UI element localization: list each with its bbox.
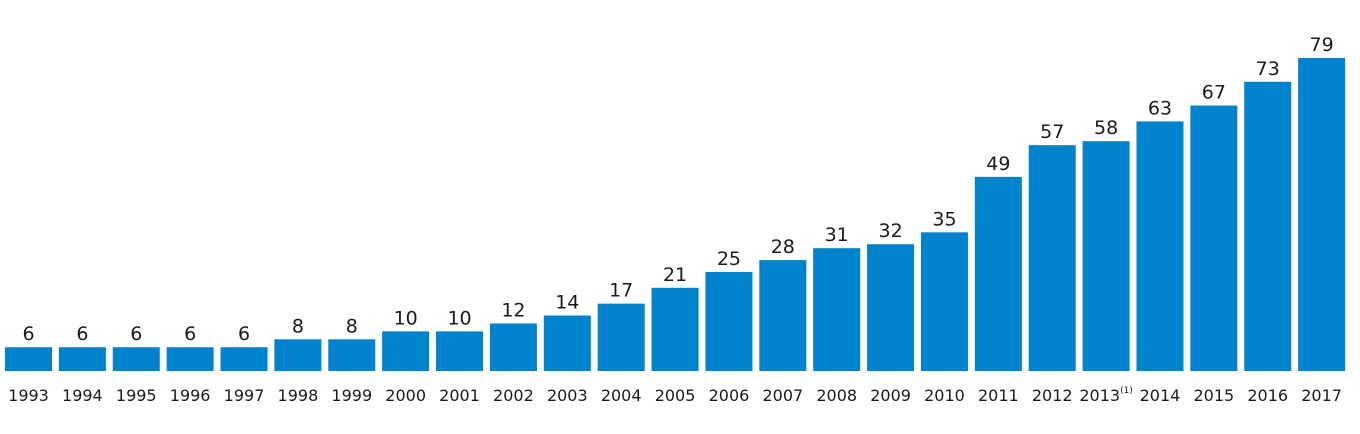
x-tick-label-2006: 2006 (709, 386, 750, 405)
value-label-2007: 28 (771, 236, 795, 258)
bar-1997 (220, 347, 268, 371)
bar-2016 (1244, 81, 1292, 372)
x-tick-label-1994: 1994 (62, 386, 103, 405)
bar-1993 (5, 347, 52, 371)
x-tick-label-2015: 2015 (1194, 386, 1235, 405)
x-tick-label-2010: 2010 (924, 386, 965, 405)
value-labels-group: 6 6 6 6 6 8 8 10 10 12 14 17 21 25 28 31 32 35 49 57 58 63 67 7… (22, 34, 1333, 345)
value-label-2015: 67 (1202, 82, 1226, 104)
x-tick-label-1999: 1999 (331, 386, 372, 405)
x-tick-label-1993: 1993 (8, 386, 49, 405)
x-tick-label-2003: 2003 (547, 386, 588, 405)
x-tick-label-2016: 2016 (1247, 386, 1288, 405)
x-tick-label-2014: 2014 (1140, 386, 1181, 405)
bar-2013 (1082, 141, 1130, 371)
x-tick-label-2007: 2007 (762, 386, 803, 405)
value-label-2000: 10 (394, 307, 418, 329)
value-label-2011: 49 (986, 153, 1010, 175)
x-tick-label-2012: 2012 (1032, 386, 1073, 405)
x-tick-label-1998: 1998 (278, 386, 319, 405)
bar-2015 (1190, 105, 1238, 371)
bar-2011 (974, 176, 1022, 371)
value-label-2012: 57 (1040, 121, 1064, 143)
bar-2017 (1298, 58, 1346, 371)
x-tick-label-2000: 2000 (385, 386, 426, 405)
value-label-2013: 58 (1094, 117, 1118, 139)
value-label-2005: 21 (663, 264, 687, 286)
bar-2012 (1028, 145, 1076, 371)
x-tick-label-2005: 2005 (655, 386, 696, 405)
value-label-2001: 10 (447, 307, 471, 329)
x-tick-label-2004: 2004 (601, 386, 642, 405)
bar-2003 (543, 315, 591, 371)
value-label-1993: 6 (22, 323, 34, 345)
bar-2002 (489, 323, 537, 371)
x-tick-label-2013: 2013(1) (1079, 386, 1132, 405)
x-tick-label-1995: 1995 (116, 386, 157, 405)
value-label-1994: 6 (76, 323, 88, 345)
value-label-2014: 63 (1148, 97, 1172, 119)
bar-2004 (597, 303, 645, 371)
bar-2014 (1136, 121, 1184, 371)
bar-1998 (274, 339, 322, 371)
x-tick-label-2009: 2009 (870, 386, 911, 405)
x-tick-label-2001: 2001 (439, 386, 480, 405)
value-label-2002: 12 (501, 299, 525, 321)
x-tick-label-2002: 2002 (493, 386, 534, 405)
value-label-1996: 6 (184, 323, 196, 345)
bar-2008 (813, 248, 861, 371)
value-label-2006: 25 (717, 248, 741, 270)
bar-2001 (436, 331, 484, 371)
bar-2007 (759, 260, 807, 371)
bar-1995 (112, 347, 160, 371)
x-tick-label-2011: 2011 (978, 386, 1019, 405)
bars-group (5, 58, 1346, 372)
x-tick-label-2017: 2017 (1301, 386, 1342, 405)
value-label-2010: 35 (932, 208, 956, 230)
value-label-1997: 6 (238, 323, 250, 345)
bar-1996 (166, 347, 214, 371)
value-label-2016: 73 (1256, 58, 1280, 80)
value-label-1998: 8 (292, 315, 304, 337)
bar-2010 (920, 232, 968, 371)
x-tick-labels-group: 1993 1994 1995 1996 1997 1998 1999 2000 2001 2002… (8, 386, 1342, 405)
bar-1999 (328, 339, 376, 371)
x-tick-label-1997: 1997 (224, 386, 265, 405)
value-label-1995: 6 (130, 323, 142, 345)
value-label-2004: 17 (609, 280, 633, 302)
value-label-2017: 79 (1310, 34, 1334, 56)
value-label-2008: 31 (825, 224, 849, 246)
bar-2006 (705, 271, 753, 371)
value-label-2009: 32 (878, 220, 902, 242)
value-label-2003: 14 (555, 292, 579, 314)
value-label-1999: 8 (346, 315, 358, 337)
x-tick-label-1996: 1996 (170, 386, 211, 405)
x-tick-label-2008: 2008 (816, 386, 857, 405)
bar-2009 (867, 244, 915, 371)
bar-1994 (58, 347, 106, 371)
bar-2000 (382, 331, 430, 371)
bar-2005 (651, 287, 699, 371)
footnote-marker: (1) (1120, 386, 1133, 396)
